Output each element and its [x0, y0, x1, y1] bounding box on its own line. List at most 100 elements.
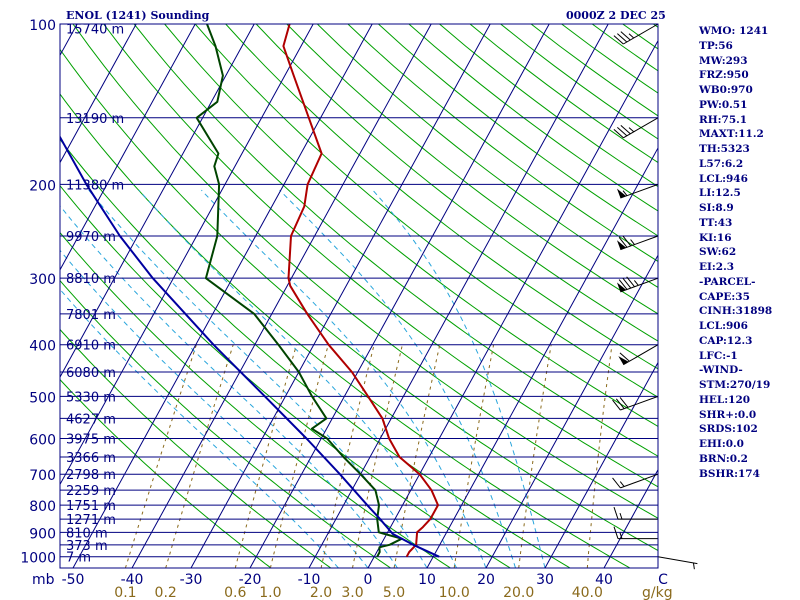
dry-adiabat — [133, 24, 658, 457]
parcel-path — [60, 135, 440, 558]
index-row: LCL:906 — [699, 320, 748, 332]
dry-adiabat — [60, 138, 571, 568]
moist-adiabat — [88, 189, 428, 568]
wind-barb — [613, 526, 658, 540]
background-grid — [60, 24, 658, 568]
moist-adiabat — [60, 288, 339, 568]
wind-barb-flag — [613, 506, 619, 520]
wind-barb — [616, 183, 659, 199]
wind-barb-flag — [619, 352, 630, 362]
height-label: 11380 m — [66, 178, 124, 193]
wind-barb — [613, 506, 658, 520]
pressure-tick-label: 700 — [29, 468, 56, 484]
isotherm — [60, 24, 314, 486]
index-row: LFC:-1 — [699, 349, 738, 362]
index-row: EHI:0.0 — [699, 438, 744, 450]
height-label: 15740 m — [66, 23, 124, 38]
sounding-profiles — [60, 24, 440, 558]
index-row: FRZ:950 — [699, 69, 749, 82]
index-row: WMO: 1241 — [699, 25, 769, 37]
pressure-tick-label: 300 — [29, 272, 56, 288]
wind-barb — [613, 23, 659, 45]
wind-barb — [618, 344, 659, 366]
dry-adiabat — [255, 24, 658, 342]
index-row: CINH:31898 — [699, 305, 773, 318]
index-row: PW:0.51 — [699, 98, 748, 111]
index-row: BSHR:174 — [699, 467, 760, 480]
height-label: 5330 m — [66, 390, 116, 405]
mixing-ratio-label: 0.2 — [155, 585, 177, 600]
dry-adiabat — [286, 24, 658, 315]
index-row: MAXT:11.2 — [699, 128, 764, 141]
stability-indices-panel: WMO: 1241 TP:56 MW:293 FRZ:950 WB0:970 PW:0.5… — [699, 24, 799, 481]
index-row: TP:56 — [699, 39, 733, 52]
dry-adiabat — [72, 24, 658, 519]
index-row: KI:16 — [699, 231, 732, 244]
isotherm — [190, 24, 491, 568]
wind-barb — [616, 276, 659, 293]
index-row: SHR+:0.0 — [699, 408, 757, 421]
index-row: SI:8.9 — [699, 202, 734, 214]
dry-adiabat — [60, 378, 272, 568]
dry-adiabat — [60, 328, 332, 568]
height-label: 13190 m — [66, 112, 124, 127]
height-label: 6080 m — [66, 366, 116, 381]
wind-barb-flag — [617, 127, 628, 137]
wind-barb-flag — [622, 235, 632, 247]
mixing-ratio-label: 2.0 — [310, 585, 332, 600]
isotherm — [60, 24, 196, 271]
wind-barb-half-flag — [619, 481, 625, 487]
index-row: MW:293 — [699, 54, 748, 67]
index-row: CAP:12.3 — [699, 334, 753, 347]
wind-barb-flag — [615, 398, 625, 409]
index-row: -PARCEL- — [699, 275, 756, 288]
wind-barb-half-flag — [630, 239, 635, 245]
wind-barb-flag — [613, 35, 624, 45]
wind-barb-flag — [618, 279, 628, 290]
isotherm — [367, 39, 658, 568]
mixing-ratio-label: 20.0 — [503, 585, 534, 600]
height-label: 7801 m — [66, 308, 116, 323]
isotherm — [131, 24, 432, 568]
wind-barb-staff — [620, 395, 659, 411]
wind-barb-flag — [612, 399, 621, 411]
temperature-tick-label: -20 — [239, 572, 262, 588]
height-label: 9970 m — [66, 230, 116, 245]
index-row: SW:62 — [699, 246, 737, 259]
wind-barb-half-flag — [692, 562, 695, 570]
wind-barb-flag — [619, 397, 629, 408]
height-label: 2259 m — [66, 484, 116, 499]
dewpoint-profile — [195, 24, 403, 558]
mixing-ratio-label: 10.0 — [439, 585, 470, 600]
isotherm — [72, 24, 373, 568]
wind-barb-half-flag — [628, 33, 635, 39]
moist-adiabat — [372, 189, 546, 568]
height-label: 2798 m — [66, 468, 116, 483]
index-row: HEL:120 — [699, 393, 751, 406]
wind-barbs — [612, 23, 698, 570]
temperature-tick-label: 10 — [418, 572, 436, 588]
mixing-ratio-line — [518, 344, 552, 568]
wind-barb-staff — [657, 556, 698, 565]
wind-barb-staff — [623, 117, 659, 139]
pressure-tick-label: 400 — [29, 339, 56, 355]
height-label: 6910 m — [66, 339, 116, 354]
wind-barb-half-flag — [619, 532, 623, 539]
index-row: LCL:946 — [699, 172, 748, 185]
temperature-tick-label: C — [658, 572, 668, 588]
isotherm — [544, 361, 658, 568]
height-label: 3975 m — [66, 433, 116, 448]
moist-adiabat — [279, 189, 516, 568]
index-row: SRDS:102 — [699, 423, 758, 436]
pressure-tick-label: 800 — [29, 499, 56, 515]
mixing-ratio-label: 1.0 — [259, 585, 281, 600]
isotherm — [60, 24, 137, 164]
dry-adiabat — [225, 24, 658, 370]
mixing-ratio-line — [586, 344, 613, 568]
wind-barb-half-flag — [628, 127, 635, 133]
wind-barb-half-flag — [622, 190, 628, 196]
mixing-ratio-line — [124, 344, 197, 568]
wind-barb-half-flag — [633, 280, 639, 286]
mixing-ratio-label: 40.0 — [572, 585, 603, 600]
isobar-lines — [60, 23, 658, 569]
